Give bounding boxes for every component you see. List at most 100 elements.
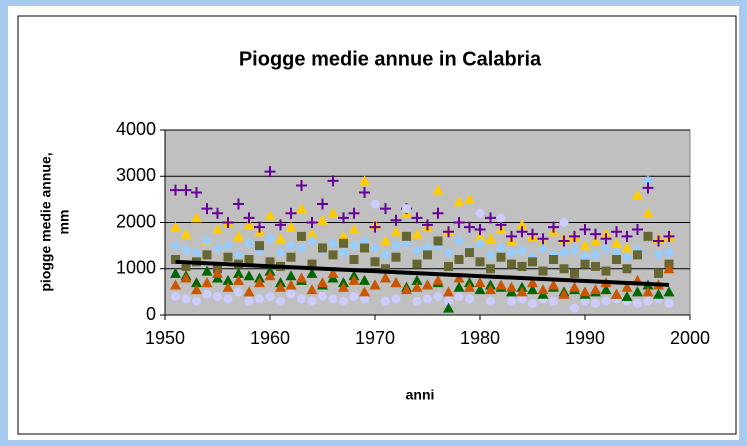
point	[485, 284, 496, 295]
point	[318, 292, 327, 301]
point	[338, 230, 349, 241]
point	[244, 296, 254, 306]
point	[307, 296, 317, 306]
point	[390, 240, 402, 252]
y-tick-label: 1000	[116, 258, 156, 278]
point	[591, 298, 600, 308]
point	[474, 223, 486, 235]
point	[359, 286, 370, 297]
y-tick-label: 0	[146, 304, 156, 324]
point	[443, 286, 454, 297]
point	[632, 286, 643, 297]
point	[338, 212, 349, 224]
point	[317, 214, 328, 225]
point	[548, 279, 559, 290]
point	[286, 289, 296, 299]
point	[359, 175, 370, 186]
point	[663, 263, 675, 274]
point	[506, 281, 517, 292]
point	[537, 284, 549, 295]
point	[642, 207, 654, 218]
point	[264, 210, 276, 221]
point	[590, 228, 601, 240]
point	[411, 212, 423, 224]
point	[537, 242, 549, 254]
point	[233, 198, 244, 210]
point	[255, 294, 264, 304]
point	[632, 189, 643, 200]
point	[495, 279, 507, 290]
point	[180, 228, 192, 239]
point	[306, 267, 318, 278]
point	[465, 294, 474, 304]
point	[380, 203, 391, 215]
point	[486, 264, 495, 274]
point	[412, 259, 422, 269]
point	[276, 296, 285, 306]
point	[601, 266, 611, 276]
point	[191, 284, 202, 295]
point	[453, 281, 465, 292]
point	[611, 226, 622, 238]
point	[297, 294, 306, 304]
trend-line	[175, 259, 670, 287]
point	[201, 235, 213, 247]
point	[621, 291, 633, 301]
point	[327, 175, 339, 187]
point	[475, 257, 485, 267]
point	[201, 277, 213, 288]
point	[422, 219, 433, 231]
point	[285, 270, 297, 281]
point	[633, 298, 642, 308]
point	[423, 250, 432, 260]
point	[339, 238, 348, 248]
point	[453, 196, 465, 207]
point	[264, 166, 276, 178]
point	[170, 221, 181, 232]
point	[621, 281, 633, 292]
point	[180, 244, 192, 256]
point	[265, 257, 275, 267]
point	[558, 235, 570, 247]
point	[222, 217, 234, 228]
point	[423, 294, 432, 304]
point	[171, 255, 180, 264]
point	[180, 272, 192, 283]
point	[411, 274, 423, 285]
point	[444, 296, 453, 306]
point	[243, 212, 255, 224]
point	[401, 284, 412, 295]
point	[390, 226, 402, 237]
point	[496, 213, 506, 223]
point	[222, 240, 234, 252]
point	[285, 221, 297, 232]
point	[579, 223, 591, 235]
point	[285, 279, 297, 290]
point	[454, 292, 464, 301]
point	[181, 261, 191, 271]
point	[559, 264, 569, 274]
point	[234, 287, 243, 297]
point	[590, 235, 601, 246]
point	[611, 288, 622, 299]
point	[370, 257, 380, 267]
point	[548, 221, 559, 233]
point	[306, 284, 318, 295]
point	[338, 247, 349, 259]
point	[612, 255, 621, 264]
point	[642, 175, 654, 187]
point	[474, 230, 486, 241]
point	[579, 240, 591, 251]
point	[590, 284, 601, 295]
point	[569, 281, 580, 292]
point	[570, 303, 579, 313]
point	[170, 240, 181, 252]
point	[516, 226, 528, 238]
point	[328, 250, 338, 260]
point	[348, 274, 360, 285]
point	[507, 259, 516, 269]
point	[538, 266, 548, 276]
point	[181, 294, 191, 304]
point	[306, 228, 318, 239]
point	[327, 237, 339, 249]
